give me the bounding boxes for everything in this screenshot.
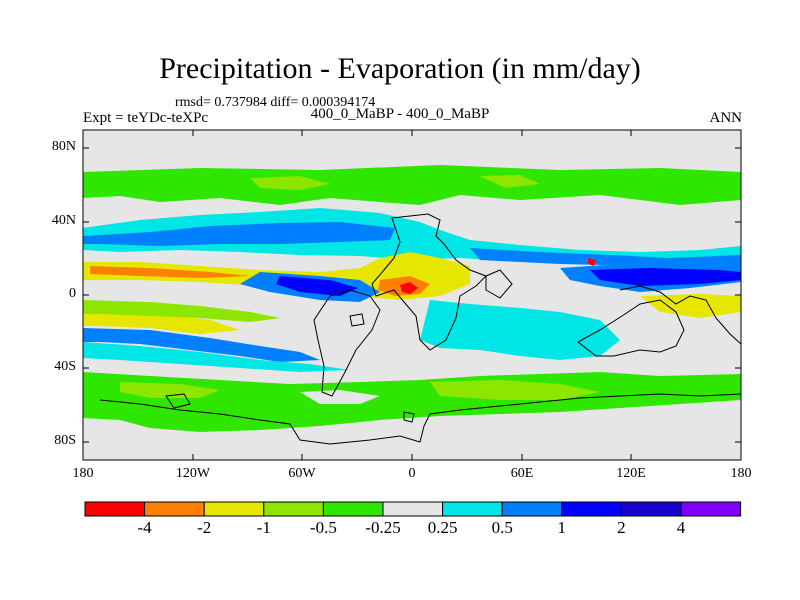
- colorbar-label-7: 0.5: [491, 518, 513, 537]
- colorbar-label-8: 1: [557, 518, 567, 537]
- lon-label-120e: 120E: [616, 466, 646, 481]
- colorbar-box-02: [144, 501, 205, 517]
- colorbar-label-4: -0.5: [309, 518, 337, 537]
- coastline-antarctica: [99, 393, 742, 445]
- colorbar-box-04: [263, 501, 324, 517]
- lat-label-40n: 40N: [51, 213, 76, 228]
- contour-south-cyan: [83, 300, 620, 372]
- contour-field: [83, 130, 741, 460]
- lon-label-0: 0: [408, 466, 416, 481]
- case-label: 400_0_MaBP - 400_0_MaBP: [310, 106, 490, 122]
- colorbar-box-11: [680, 501, 742, 517]
- experiment-label: Expt = teYDc-teXPc: [83, 110, 209, 126]
- lat-label-80s: 80S: [54, 433, 76, 448]
- colorbar-box-03: [203, 501, 265, 517]
- colorbar-label-6: 0.25: [427, 518, 458, 537]
- contour-north-blue-band: [83, 222, 741, 266]
- coastline-maritime-continent: [619, 285, 742, 345]
- contour-south-green-band: [83, 372, 741, 432]
- colorbar-box-01: [84, 501, 146, 517]
- coastline-arabia: [485, 269, 513, 299]
- contour-south-lightgreen: [120, 380, 600, 400]
- lon-label-60w: 60W: [288, 466, 316, 481]
- lon-label-120w: 120W: [175, 466, 211, 481]
- axis-ticks: [82, 130, 742, 460]
- coastlines: [99, 213, 742, 445]
- lon-label-60e: 60E: [510, 466, 534, 481]
- contour-equatorial-deepblue: [276, 268, 741, 296]
- contour-south-green-strip: [83, 300, 280, 322]
- colorbar-label-10: 4: [676, 518, 686, 537]
- contour-north-cyan-band: [83, 208, 741, 266]
- coastline-south-america: [313, 289, 381, 397]
- figure-title: Precipitation - Evaporation (in mm/day): [159, 52, 641, 85]
- colorbar-box-08: [501, 501, 563, 517]
- coastline-australia: [577, 299, 685, 357]
- lat-label-40s: 40S: [54, 359, 76, 374]
- lon-label-180w: 180: [72, 466, 94, 481]
- colorbar-label-3: -1: [256, 518, 271, 537]
- colorbar: [84, 501, 742, 517]
- contour-itcz-orange: [90, 266, 430, 296]
- colorbar-label-9: 2: [617, 518, 626, 537]
- colorbar-box-06: [382, 501, 444, 517]
- contour-south-neutral-patch: [300, 390, 380, 404]
- stats-line: rmsd= 0.737984 diff= 0.000394174: [175, 95, 376, 110]
- contour-north-lightgreen: [250, 175, 540, 190]
- colorbar-box-07: [442, 501, 503, 517]
- lon-label-180e: 180: [730, 466, 752, 481]
- colorbar-label-2: -2: [197, 518, 212, 537]
- coastline-islands: [165, 313, 415, 423]
- colorbar-box-05: [322, 501, 384, 517]
- colorbar-label-5: -0.25: [365, 518, 401, 537]
- coastline-africa: [371, 213, 487, 351]
- lat-label-80n: 80N: [51, 139, 76, 154]
- contour-north-green-band: [83, 165, 741, 205]
- season-label: ANN: [709, 110, 743, 126]
- colorbar-box-09: [561, 501, 622, 517]
- colorbar-box-10: [620, 501, 682, 517]
- colorbar-label-1: -4: [137, 518, 152, 537]
- lat-label-0: 0: [69, 286, 76, 301]
- contour-south-yellow: [83, 294, 741, 334]
